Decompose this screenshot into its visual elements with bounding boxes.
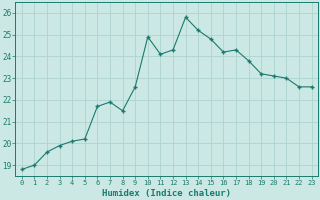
X-axis label: Humidex (Indice chaleur): Humidex (Indice chaleur) (102, 189, 231, 198)
